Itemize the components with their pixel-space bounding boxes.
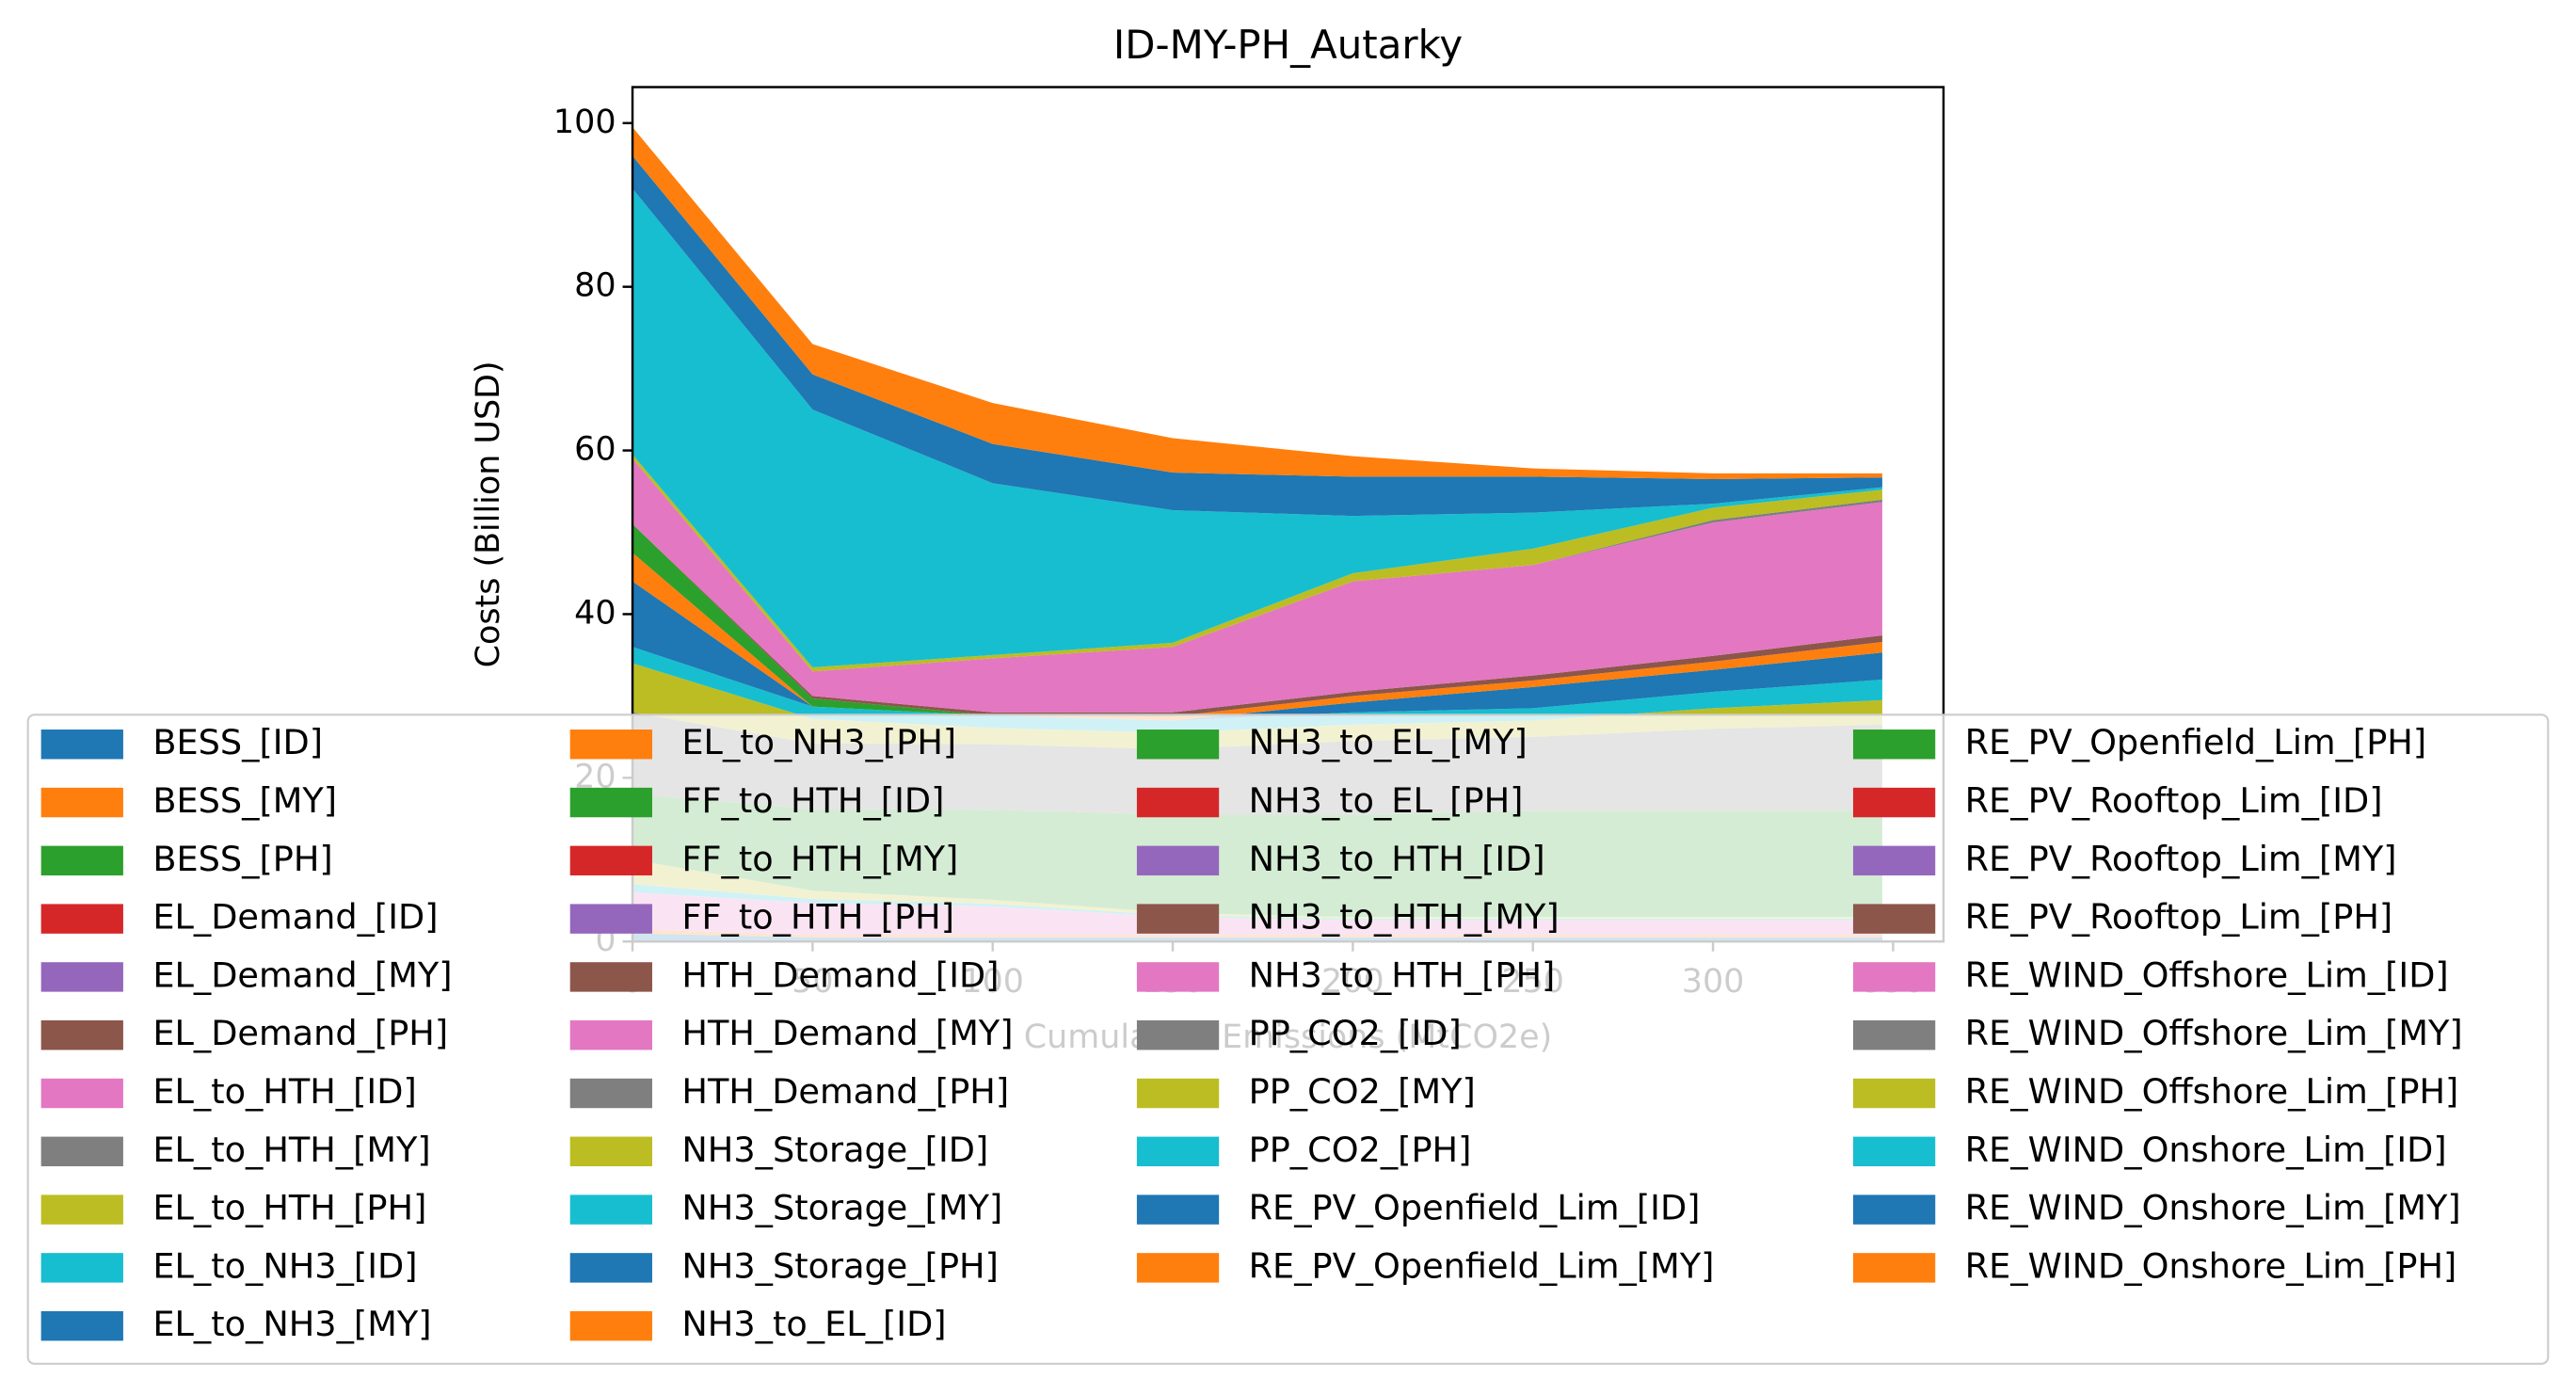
- area: [632, 553, 1882, 721]
- legend-label: HTH_Demand_[PH]: [681, 1071, 1009, 1112]
- legend-label: EL_to_NH3_[ID]: [152, 1245, 417, 1286]
- legend-swatch: [569, 1195, 652, 1225]
- legend-label: PP_CO2_[ID]: [1249, 1013, 1462, 1053]
- legend-label: EL_to_NH3_[MY]: [152, 1304, 431, 1344]
- legend-label: NH3_to_HTH_[MY]: [1249, 897, 1560, 938]
- legend-label: FF_to_HTH_[ID]: [681, 780, 944, 821]
- area: [632, 458, 1882, 713]
- legend-label: NH3_to_EL_[ID]: [681, 1304, 946, 1344]
- legend-swatch: [1136, 1019, 1220, 1050]
- legend-label: EL_Demand_[PH]: [152, 1013, 448, 1053]
- legend-swatch: [1852, 1136, 1936, 1167]
- legend-swatch: [569, 1078, 652, 1109]
- y-tick-label: 100: [553, 104, 616, 141]
- legend-label: HTH_Demand_[MY]: [681, 1013, 1013, 1053]
- legend-label: RE_WIND_Onshore_Lim_[ID]: [1965, 1130, 2447, 1170]
- legend-label: RE_PV_Openfield_Lim_[MY]: [1249, 1245, 1715, 1286]
- legend-swatch: [40, 1078, 123, 1109]
- y-tick-label: 40: [574, 594, 616, 632]
- legend-swatch: [40, 787, 123, 818]
- legend-label: BESS_[MY]: [152, 780, 337, 821]
- legend-label: RE_PV_Rooftop_Lim_[PH]: [1965, 897, 2393, 938]
- legend-label: EL_Demand_[MY]: [152, 954, 452, 995]
- legend-label: EL_to_HTH_[ID]: [152, 1071, 416, 1112]
- legend-label: NH3_to_HTH_[PH]: [1249, 954, 1556, 995]
- legend-label: RE_WIND_Onshore_Lim_[PH]: [1965, 1245, 2457, 1286]
- legend-label: NH3_Storage_[ID]: [681, 1130, 988, 1170]
- legend-label: NH3_Storage_[MY]: [681, 1188, 1002, 1228]
- legend-label: RE_PV_Openfield_Lim_[ID]: [1249, 1188, 1701, 1228]
- legend-swatch: [569, 1019, 652, 1050]
- legend-swatch: [1136, 1078, 1220, 1109]
- area: [632, 188, 1882, 667]
- legend-label: RE_WIND_Onshore_Lim_[MY]: [1965, 1188, 2461, 1228]
- y-tick-label: 60: [574, 431, 616, 469]
- legend-label: RE_WIND_Offshore_Lim_[ID]: [1965, 954, 2449, 995]
- legend-swatch: [569, 904, 652, 934]
- legend-label: EL_to_HTH_[MY]: [152, 1130, 430, 1170]
- legend-label: BESS_[ID]: [152, 722, 323, 762]
- legend-label: BESS_[PH]: [152, 839, 332, 879]
- legend-swatch: [1852, 962, 1936, 992]
- legend-swatch: [1136, 730, 1220, 760]
- legend-swatch: [1852, 787, 1936, 818]
- legend-label: EL_to_HTH_[PH]: [152, 1188, 426, 1228]
- legend-label: RE_PV_Rooftop_Lim_[MY]: [1965, 839, 2397, 879]
- legend-swatch: [1136, 962, 1220, 992]
- legend-swatch: [40, 1310, 123, 1341]
- legend-label: RE_WIND_Offshore_Lim_[PH]: [1965, 1071, 2459, 1112]
- legend-label: NH3_Storage_[PH]: [681, 1245, 999, 1286]
- y-axis-label: Costs (Billion USD): [470, 361, 507, 667]
- y-tick-label: 80: [574, 267, 616, 305]
- legend-swatch: [569, 845, 652, 876]
- legend-swatch: [40, 845, 123, 876]
- legend-swatch: [1136, 845, 1220, 876]
- legend-swatch: [1852, 1019, 1936, 1050]
- legend-swatch: [569, 1136, 652, 1167]
- legend-swatch: [40, 1195, 123, 1225]
- legend-label: NH3_to_EL_[PH]: [1249, 780, 1524, 821]
- legend-label: PP_CO2_[PH]: [1249, 1130, 1472, 1170]
- legend-label: EL_Demand_[ID]: [152, 897, 438, 938]
- legend-label: PP_CO2_[MY]: [1249, 1071, 1476, 1112]
- legend-swatch: [1136, 1253, 1220, 1283]
- area: [632, 127, 1882, 479]
- chart-title: ID-MY-PH_Autarky: [1113, 22, 1463, 68]
- legend-swatch: [40, 1136, 123, 1167]
- legend-swatch: [1136, 1136, 1220, 1167]
- legend-label: RE_PV_Rooftop_Lim_[ID]: [1965, 780, 2383, 821]
- area: [632, 581, 1882, 721]
- legend-label: RE_PV_Openfield_Lim_[PH]: [1965, 722, 2427, 762]
- legend-swatch: [40, 730, 123, 760]
- legend-swatch: [569, 787, 652, 818]
- legend-swatch: [1136, 787, 1220, 818]
- legend-label: NH3_to_HTH_[ID]: [1249, 839, 1545, 879]
- legend-swatch: [569, 1310, 652, 1341]
- legend-swatch: [40, 904, 123, 934]
- legend-swatch: [569, 1253, 652, 1283]
- legend-swatch: [1852, 904, 1936, 934]
- legend-label: FF_to_HTH_[MY]: [681, 839, 958, 879]
- legend-swatch: [569, 730, 652, 760]
- legend-label: EL_to_NH3_[PH]: [681, 722, 956, 762]
- legend-label: NH3_to_EL_[MY]: [1249, 722, 1528, 762]
- legend-swatch: [40, 1019, 123, 1050]
- legend-swatch: [1852, 1195, 1936, 1225]
- legend-swatch: [40, 962, 123, 992]
- legend-label: HTH_Demand_[ID]: [681, 954, 999, 995]
- area: [632, 647, 1882, 733]
- legend-label: RE_WIND_Offshore_Lim_[MY]: [1965, 1013, 2463, 1053]
- legend-swatch: [40, 1253, 123, 1283]
- legend-swatch: [1136, 904, 1220, 934]
- legend-swatch: [1852, 730, 1936, 760]
- legend-swatch: [1852, 1078, 1936, 1109]
- legend-swatch: [569, 962, 652, 992]
- legend-label: FF_to_HTH_[PH]: [681, 897, 954, 938]
- legend-swatch: [1136, 1195, 1220, 1225]
- area: [632, 155, 1882, 517]
- legend-swatch: [1852, 845, 1936, 876]
- legend-swatch: [1852, 1253, 1936, 1283]
